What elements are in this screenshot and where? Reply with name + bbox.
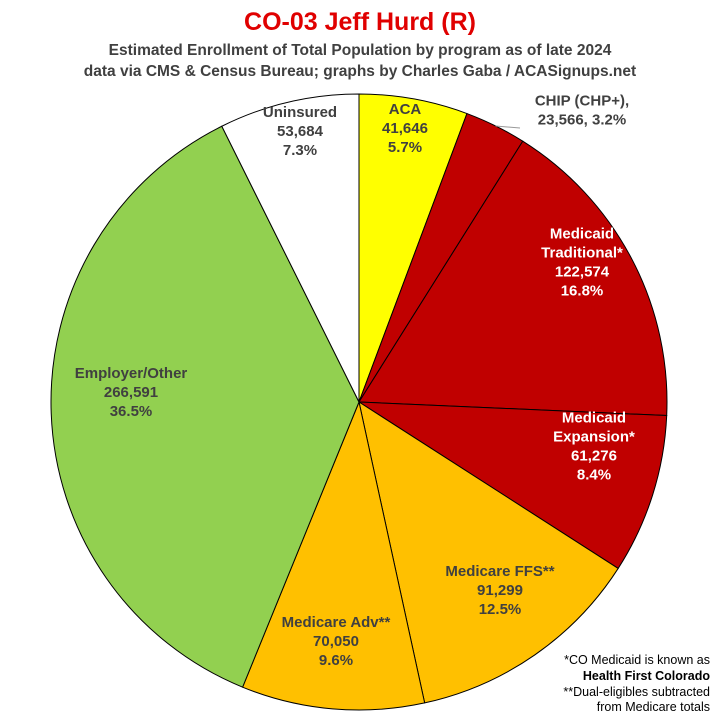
footnote-dual-eligibles: **Dual-eligibles subtracted	[563, 685, 710, 699]
pie-slice-employer-other	[50, 125, 360, 688]
chart-subtitle-line-2: data via CMS & Census Bureau; graphs by …	[83, 63, 637, 80]
slice-label-chip-chp: CHIP (CHP+), 23,566, 3.2%	[535, 93, 629, 129]
pie-slice-medicare-adv	[241, 400, 426, 711]
slice-label-uninsured: Uninsured 53,684 7.3%	[263, 104, 337, 159]
slice-label-employer-other: Employer/Other 266,591 36.5%	[75, 365, 188, 420]
slice-label-medicare-adv: Medicare Adv** 70,050 9.6%	[282, 614, 391, 669]
pie-slice-medicaid-traditional	[358, 140, 668, 417]
pie-slice-uninsured	[221, 93, 360, 403]
footnote-health-first-colorado: Health First Colorado	[582, 669, 710, 683]
footnote-medicaid-name: *CO Medicaid is known as	[564, 653, 710, 667]
pie-labels: ACA 41,646 5.7% CHIP (CHP+), 23,566, 3.2% Med…	[75, 93, 635, 670]
pie-slices	[50, 93, 668, 711]
chart-title: CO-03 Jeff Hurd (R)	[244, 8, 476, 36]
slice-label-medicaid-traditional: Medicaid Traditional* 122,574 16.8%	[541, 226, 623, 300]
footnote-medicare-totals: from Medicare totals	[596, 700, 710, 714]
slice-label-medicare-ffs: Medicare FFS** 91,299 12.5%	[445, 563, 554, 618]
slice-label-medicaid-expansion: Medicaid Expansion* 61,276 8.4%	[553, 410, 635, 484]
chart-subtitle-line-1: Estimated Enrollment of Total Population…	[108, 42, 612, 59]
pie-slice-medicare-ffs	[358, 400, 619, 704]
slice-label-aca: ACA 41,646 5.7%	[382, 101, 428, 156]
leader-line-chip-chp	[495, 125, 521, 129]
pie-slice-medicaid-expansion	[357, 401, 668, 570]
